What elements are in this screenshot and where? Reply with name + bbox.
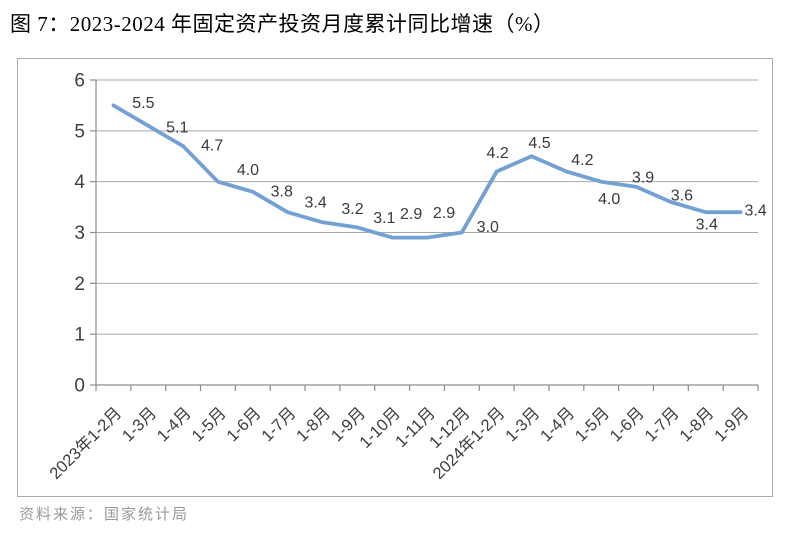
x-tick-label: 1-6月 <box>607 404 648 445</box>
y-tick-label: 6 <box>74 71 85 92</box>
x-tick-label: 1-9月 <box>711 404 752 445</box>
data-label: 4.0 <box>598 191 620 208</box>
data-label: 3.4 <box>696 217 718 234</box>
y-tick-label: 2 <box>74 274 85 295</box>
series-line <box>111 103 743 240</box>
y-tick-label: 3 <box>74 223 85 244</box>
x-tick-label: 1-6月 <box>223 404 264 445</box>
data-label: 3.2 <box>341 201 363 218</box>
y-tick-label: 1 <box>74 325 85 346</box>
data-label: 4.5 <box>528 135 550 152</box>
y-tick-label: 0 <box>74 376 85 397</box>
chart-frame: 0 1 2 3 4 5 6 2023年1-2月 1-3月 1-4月 1-5月 1-6月 1-7月 1-8月… <box>17 58 773 497</box>
x-tick-label: 1-4月 <box>154 404 195 445</box>
x-tick-label: 1-8月 <box>293 404 334 445</box>
figure-title: 图 7：2023-2024 年固定资产投资月度累计同比增速（%） <box>10 12 555 36</box>
data-label: 5.5 <box>132 95 154 112</box>
data-label: 3.4 <box>305 195 327 212</box>
data-label: 4.2 <box>571 152 593 169</box>
data-label: 3.8 <box>271 183 293 200</box>
data-label: 3.1 <box>373 210 395 227</box>
x-tick-label: 1-3月 <box>502 404 543 445</box>
y-tick-label: 4 <box>74 172 85 193</box>
y-tick-label: 5 <box>74 121 85 142</box>
x-tick-label: 1-7月 <box>641 404 682 445</box>
x-tick-label: 1-5月 <box>572 404 613 445</box>
data-label: 3.4 <box>744 203 766 220</box>
x-tick-label: 1-7月 <box>258 404 299 445</box>
data-label: 2.9 <box>433 205 455 222</box>
source-note: 资料来源：国家统计局 <box>19 507 190 523</box>
data-label: 3.6 <box>671 188 693 205</box>
x-tick-label: 1-5月 <box>189 404 230 445</box>
data-label: 4.7 <box>201 138 223 155</box>
data-label: 5.1 <box>166 119 188 136</box>
x-tick-label: 1-4月 <box>537 404 578 445</box>
data-label: 4.0 <box>237 162 259 179</box>
x-tick-label: 1-8月 <box>676 404 717 445</box>
data-label: 3.0 <box>477 219 499 236</box>
data-label: 2.9 <box>400 206 422 223</box>
data-label: 4.2 <box>487 145 509 162</box>
x-tick-label: 1-3月 <box>119 404 160 445</box>
data-label: 3.9 <box>632 169 654 186</box>
x-tick-label: 2023年1-2月 <box>46 403 126 483</box>
line-chart: 01234562023年1-2月1-3月1-4月1-5月1-6月1-7月1-8月… <box>46 71 767 483</box>
